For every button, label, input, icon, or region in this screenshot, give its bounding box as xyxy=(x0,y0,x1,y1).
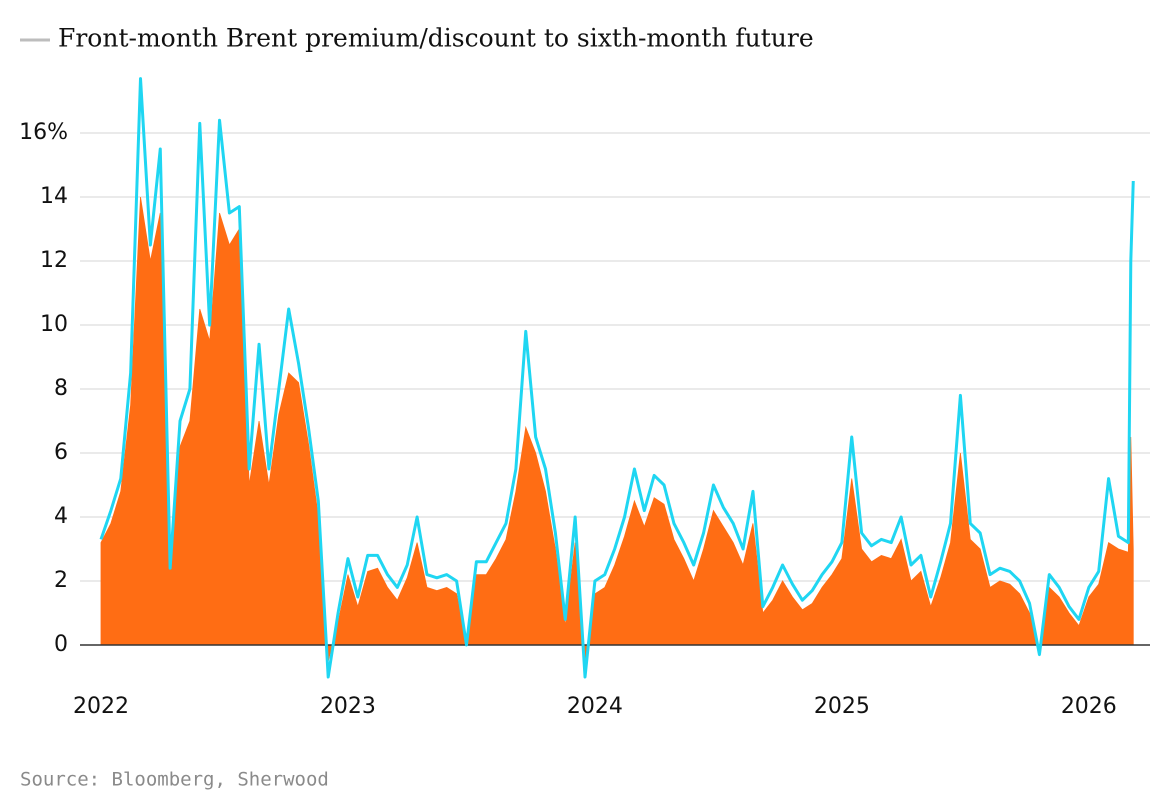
y-tick-label: 4 xyxy=(54,504,68,529)
legend-label: Front-month Brent premium/discount to si… xyxy=(58,24,814,53)
x-tick-label: 2022 xyxy=(73,694,129,719)
x-tick-label: 2023 xyxy=(320,694,376,719)
y-tick-label: 16% xyxy=(19,120,68,145)
x-tick-label: 2025 xyxy=(814,694,870,719)
y-tick-label: 0 xyxy=(54,632,68,657)
y-tick-label: 8 xyxy=(54,376,68,401)
area xyxy=(100,196,1134,662)
y-tick-label: 12 xyxy=(40,248,68,273)
y-tick-label: 6 xyxy=(54,440,68,465)
y-tick-label: 2 xyxy=(54,568,68,593)
y-tick-label: 14 xyxy=(40,184,68,209)
line xyxy=(99,77,1135,679)
y-tick-label: 10 xyxy=(40,312,68,337)
source: Source: Bloomberg, Sherwood xyxy=(20,769,329,791)
x-tick-label: 2024 xyxy=(567,694,623,719)
x-tick-label: 2026 xyxy=(1061,694,1117,719)
